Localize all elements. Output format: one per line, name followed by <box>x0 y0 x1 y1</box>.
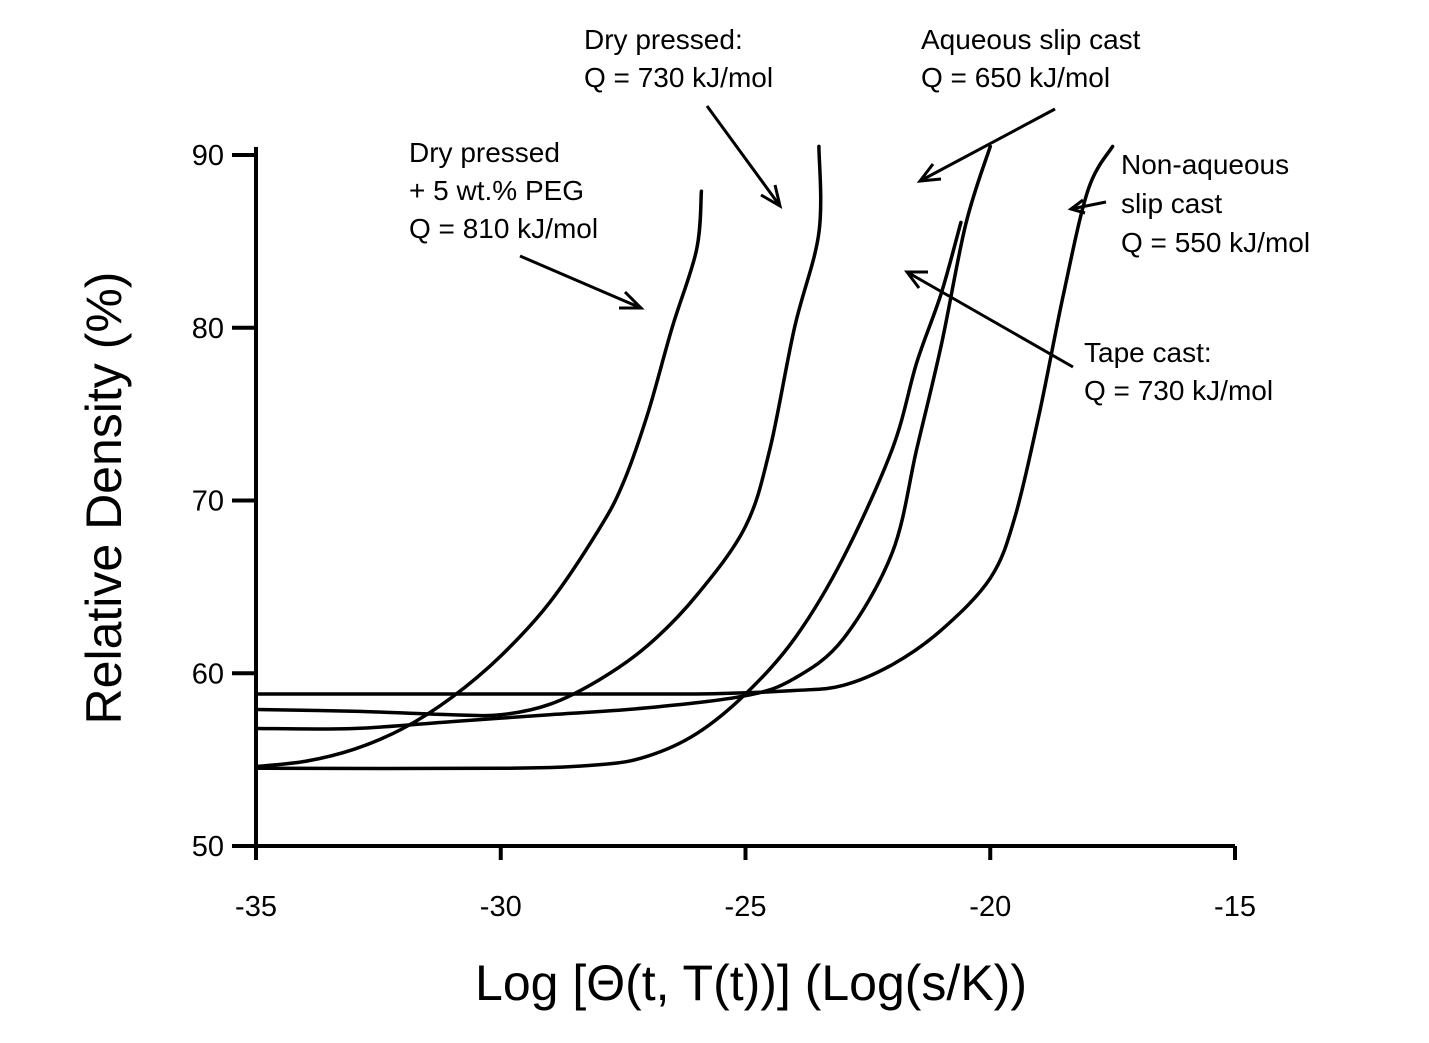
y-axis-title: Relative Density (%) <box>76 272 132 725</box>
x-tick-label: -15 <box>1214 891 1256 923</box>
annotation-tape-cast-line-1: Tape cast: <box>1084 337 1212 368</box>
annotation-non-aqueous-line-3: Q = 550 kJ/mol <box>1121 227 1310 258</box>
series-aqueous-slip-cast <box>254 144 993 731</box>
x-tick-label: -20 <box>969 891 1011 923</box>
y-tick-label: 80 <box>192 313 224 345</box>
annotation-aqueous-slip-cast: Aqueous slip cast Q = 650 kJ/mol <box>921 24 1148 93</box>
arrow-dry-pressed <box>705 105 783 210</box>
annotation-tape-cast: Tape cast: Q = 730 kJ/mol <box>1084 337 1273 406</box>
series-tape-cast <box>254 220 963 771</box>
annotation-peg-line-3: Q = 810 kJ/mol <box>409 213 598 244</box>
annotation-aqueous-line-1: Aqueous slip cast <box>921 24 1141 55</box>
arrow-group <box>519 105 1107 369</box>
series-non-aqueous-slip-cast <box>254 144 1115 697</box>
y-tick-label: 70 <box>192 486 224 518</box>
annotation-peg-line-1: Dry pressed <box>409 137 560 168</box>
tick-group: -35 -30 -25 -20 -15 50 60 70 80 90 <box>192 140 1256 923</box>
arrow-tape-cast <box>904 270 1074 369</box>
annotation-non-aqueous-line-1: Non-aqueous <box>1121 149 1289 180</box>
annotation-dry-pressed-line-1: Dry pressed: <box>584 24 743 55</box>
arrow-peg <box>519 254 645 310</box>
annotation-peg-line-2: + 5 wt.% PEG <box>409 175 584 206</box>
x-tick-label: -35 <box>235 891 277 923</box>
axes <box>254 147 1235 848</box>
series-group <box>254 144 1115 771</box>
annotation-non-aqueous-slip-cast: Non-aqueous slip cast Q = 550 kJ/mol <box>1121 149 1310 258</box>
annotation-dry-pressed-line-2: Q = 730 kJ/mol <box>584 62 773 93</box>
y-tick-label: 60 <box>192 658 224 690</box>
arrow-non-aqueous <box>1067 198 1107 215</box>
x-axis-title: Log [Θ(t, T(t))] (Log(s/K)) <box>475 955 1027 1011</box>
annotation-dry-pressed: Dry pressed: Q = 730 kJ/mol <box>584 24 773 93</box>
annotation-group: Dry pressed + 5 wt.% PEG Q = 810 kJ/mol … <box>409 24 1310 406</box>
arrow-aqueous <box>916 107 1056 183</box>
y-tick-label: 50 <box>192 831 224 863</box>
series-dry-pressed <box>254 144 823 718</box>
x-tick-label: -30 <box>480 891 522 923</box>
annotation-aqueous-line-2: Q = 650 kJ/mol <box>921 62 1110 93</box>
y-tick-label: 90 <box>192 140 224 172</box>
series-dry-pressed-peg <box>254 189 704 769</box>
annotation-tape-cast-line-2: Q = 730 kJ/mol <box>1084 375 1273 406</box>
annotation-non-aqueous-line-2: slip cast <box>1121 188 1222 219</box>
annotation-peg: Dry pressed + 5 wt.% PEG Q = 810 kJ/mol <box>409 137 598 244</box>
x-tick-label: -25 <box>725 891 767 923</box>
